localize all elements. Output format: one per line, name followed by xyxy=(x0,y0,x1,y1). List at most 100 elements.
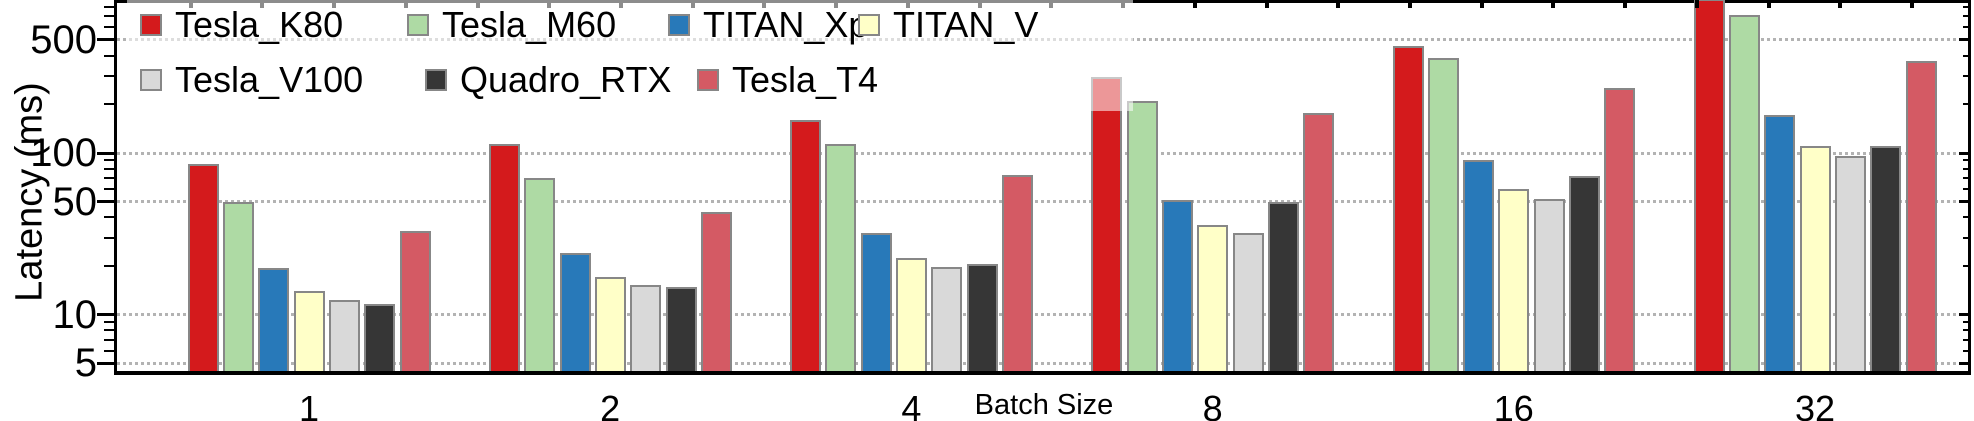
y-minor-tick-90 xyxy=(104,159,114,162)
top-minor-tick-16 xyxy=(1264,0,1269,8)
right-minor-tick-7 xyxy=(1963,338,1968,341)
right-minor-tick-700 xyxy=(1963,15,1968,18)
y-minor-tick-9 xyxy=(104,321,114,324)
legend-item-Tesla_V100: Tesla_V100 xyxy=(140,57,363,103)
y-major-tick-500 xyxy=(97,38,114,42)
bar-TITAN_Xp-batch-16 xyxy=(1463,160,1495,371)
bar-Quadro_RTX-batch-32 xyxy=(1870,146,1902,371)
right-minor-tick-400 xyxy=(1963,54,1968,57)
bar-Tesla_K80-batch-16 xyxy=(1392,45,1424,371)
legend-item-Tesla_K80: Tesla_K80 xyxy=(140,2,343,48)
y-tick-label-100: 100 xyxy=(30,131,97,175)
y-minor-tick-70 xyxy=(104,177,114,180)
bar-Tesla_V100-batch-32 xyxy=(1835,155,1867,371)
y-major-tick-50 xyxy=(97,200,114,204)
legend-label-Tesla_V100: Tesla_V100 xyxy=(175,59,364,100)
legend: Tesla_K80 Tesla_M60 TITAN_Xp TITAN_V Tesla_V… xyxy=(127,0,1133,111)
right-minor-tick-40 xyxy=(1963,216,1968,219)
bar-Tesla_T4-batch-4 xyxy=(1002,175,1034,371)
right-major-tick-100 xyxy=(1959,151,1968,155)
bar-Tesla_M60-batch-2 xyxy=(524,178,556,371)
bar-Tesla_M60-batch-4 xyxy=(825,143,857,371)
right-minor-tick-30 xyxy=(1963,236,1968,239)
right-minor-tick-800 xyxy=(1963,5,1968,8)
y-minor-tick-20 xyxy=(104,265,114,268)
y-tick-label-10: 10 xyxy=(52,292,98,337)
x-tick-label-32: 32 xyxy=(1794,388,1836,421)
legend-swatch-Tesla_V100 xyxy=(140,69,162,91)
left-spine xyxy=(114,0,117,375)
bar-TITAN_Xp-batch-4 xyxy=(860,233,892,371)
right-minor-tick-200 xyxy=(1963,103,1968,106)
bar-Tesla_V100-batch-2 xyxy=(630,285,662,371)
legend-item-Tesla_T4: Tesla_T4 xyxy=(697,57,878,103)
bar-Quadro_RTX-batch-2 xyxy=(665,287,697,371)
bar-Tesla_T4-batch-2 xyxy=(700,212,732,371)
top-minor-tick-22 xyxy=(1694,0,1699,8)
y-minor-tick-40 xyxy=(104,216,114,219)
right-minor-tick-600 xyxy=(1963,26,1968,29)
y-minor-tick-7 xyxy=(104,338,114,341)
legend-swatch-Quadro_RTX xyxy=(425,69,447,91)
y-minor-tick-300 xyxy=(104,74,114,77)
bar-Tesla_V100-batch-16 xyxy=(1533,198,1565,371)
y-minor-tick-600 xyxy=(104,26,114,29)
bar-TITAN_V-batch-4 xyxy=(896,257,928,371)
right-minor-tick-60 xyxy=(1963,187,1968,190)
top-minor-tick-15 xyxy=(1192,0,1197,8)
bar-Tesla_T4-batch-32 xyxy=(1905,61,1937,371)
bar-Tesla_K80-batch-4 xyxy=(790,119,822,371)
top-minor-tick-21 xyxy=(1623,0,1628,8)
x-tick-label-8: 8 xyxy=(1202,388,1223,421)
right-major-tick-5 xyxy=(1959,361,1968,365)
x-axis-title: Batch Size xyxy=(974,389,1114,421)
bar-Quadro_RTX-batch-16 xyxy=(1569,176,1601,371)
y-minor-tick-8 xyxy=(104,329,114,332)
top-minor-tick-20 xyxy=(1551,0,1556,8)
y-minor-tick-400 xyxy=(104,54,114,57)
top-minor-tick-17 xyxy=(1336,0,1341,8)
bar-TITAN_V-batch-16 xyxy=(1498,188,1530,371)
bar-Tesla_M60-batch-32 xyxy=(1729,14,1761,371)
y-minor-tick-700 xyxy=(104,15,114,18)
legend-label-TITAN_V: TITAN_V xyxy=(893,4,1039,45)
bar-TITAN_Xp-batch-8 xyxy=(1161,200,1193,371)
right-minor-tick-70 xyxy=(1963,177,1968,180)
bar-TITAN_Xp-batch-2 xyxy=(559,253,591,371)
top-minor-tick-24 xyxy=(1838,0,1843,8)
legend-label-Tesla_T4: Tesla_T4 xyxy=(732,59,879,100)
legend-swatch-TITAN_Xp xyxy=(668,14,690,36)
right-minor-tick-6 xyxy=(1963,349,1968,352)
legend-label-TITAN_Xp: TITAN_Xp xyxy=(703,4,869,45)
x-tick-label-16: 16 xyxy=(1493,388,1534,421)
legend-item-Quadro_RTX: Quadro_RTX xyxy=(425,57,671,103)
y-tick-label-5: 5 xyxy=(74,341,97,386)
bar-Tesla_M60-batch-1 xyxy=(223,201,255,371)
y-major-tick-10 xyxy=(97,313,114,317)
bar-Tesla_K80-batch-2 xyxy=(488,144,520,371)
right-minor-tick-9 xyxy=(1963,321,1968,324)
right-major-tick-10 xyxy=(1959,313,1968,317)
legend-label-Tesla_M60: Tesla_M60 xyxy=(442,4,617,45)
y-minor-tick-80 xyxy=(104,167,114,170)
legend-swatch-Tesla_T4 xyxy=(697,69,719,91)
y-minor-tick-6 xyxy=(104,349,114,352)
bar-Quadro_RTX-batch-8 xyxy=(1267,201,1299,371)
bar-Tesla_M60-batch-8 xyxy=(1126,100,1158,371)
legend-label-Quadro_RTX: Quadro_RTX xyxy=(460,59,672,100)
gridline-100 xyxy=(117,151,1968,155)
right-major-tick-50 xyxy=(1959,200,1968,204)
bar-Tesla_T4-batch-1 xyxy=(399,230,431,371)
gridline-5 xyxy=(117,361,1968,365)
y-major-tick-5 xyxy=(97,361,114,365)
top-minor-tick-25 xyxy=(1910,0,1914,8)
bar-Tesla_T4-batch-8 xyxy=(1303,112,1335,371)
top-minor-tick-19 xyxy=(1479,0,1484,8)
legend-item-Tesla_M60: Tesla_M60 xyxy=(407,2,616,48)
bar-TITAN_V-batch-8 xyxy=(1197,224,1229,371)
bar-Tesla_K80-batch-1 xyxy=(187,164,219,371)
bar-TITAN_Xp-batch-32 xyxy=(1764,114,1796,371)
bar-Quadro_RTX-batch-4 xyxy=(966,263,998,371)
bar-TITAN_V-batch-32 xyxy=(1799,146,1831,371)
